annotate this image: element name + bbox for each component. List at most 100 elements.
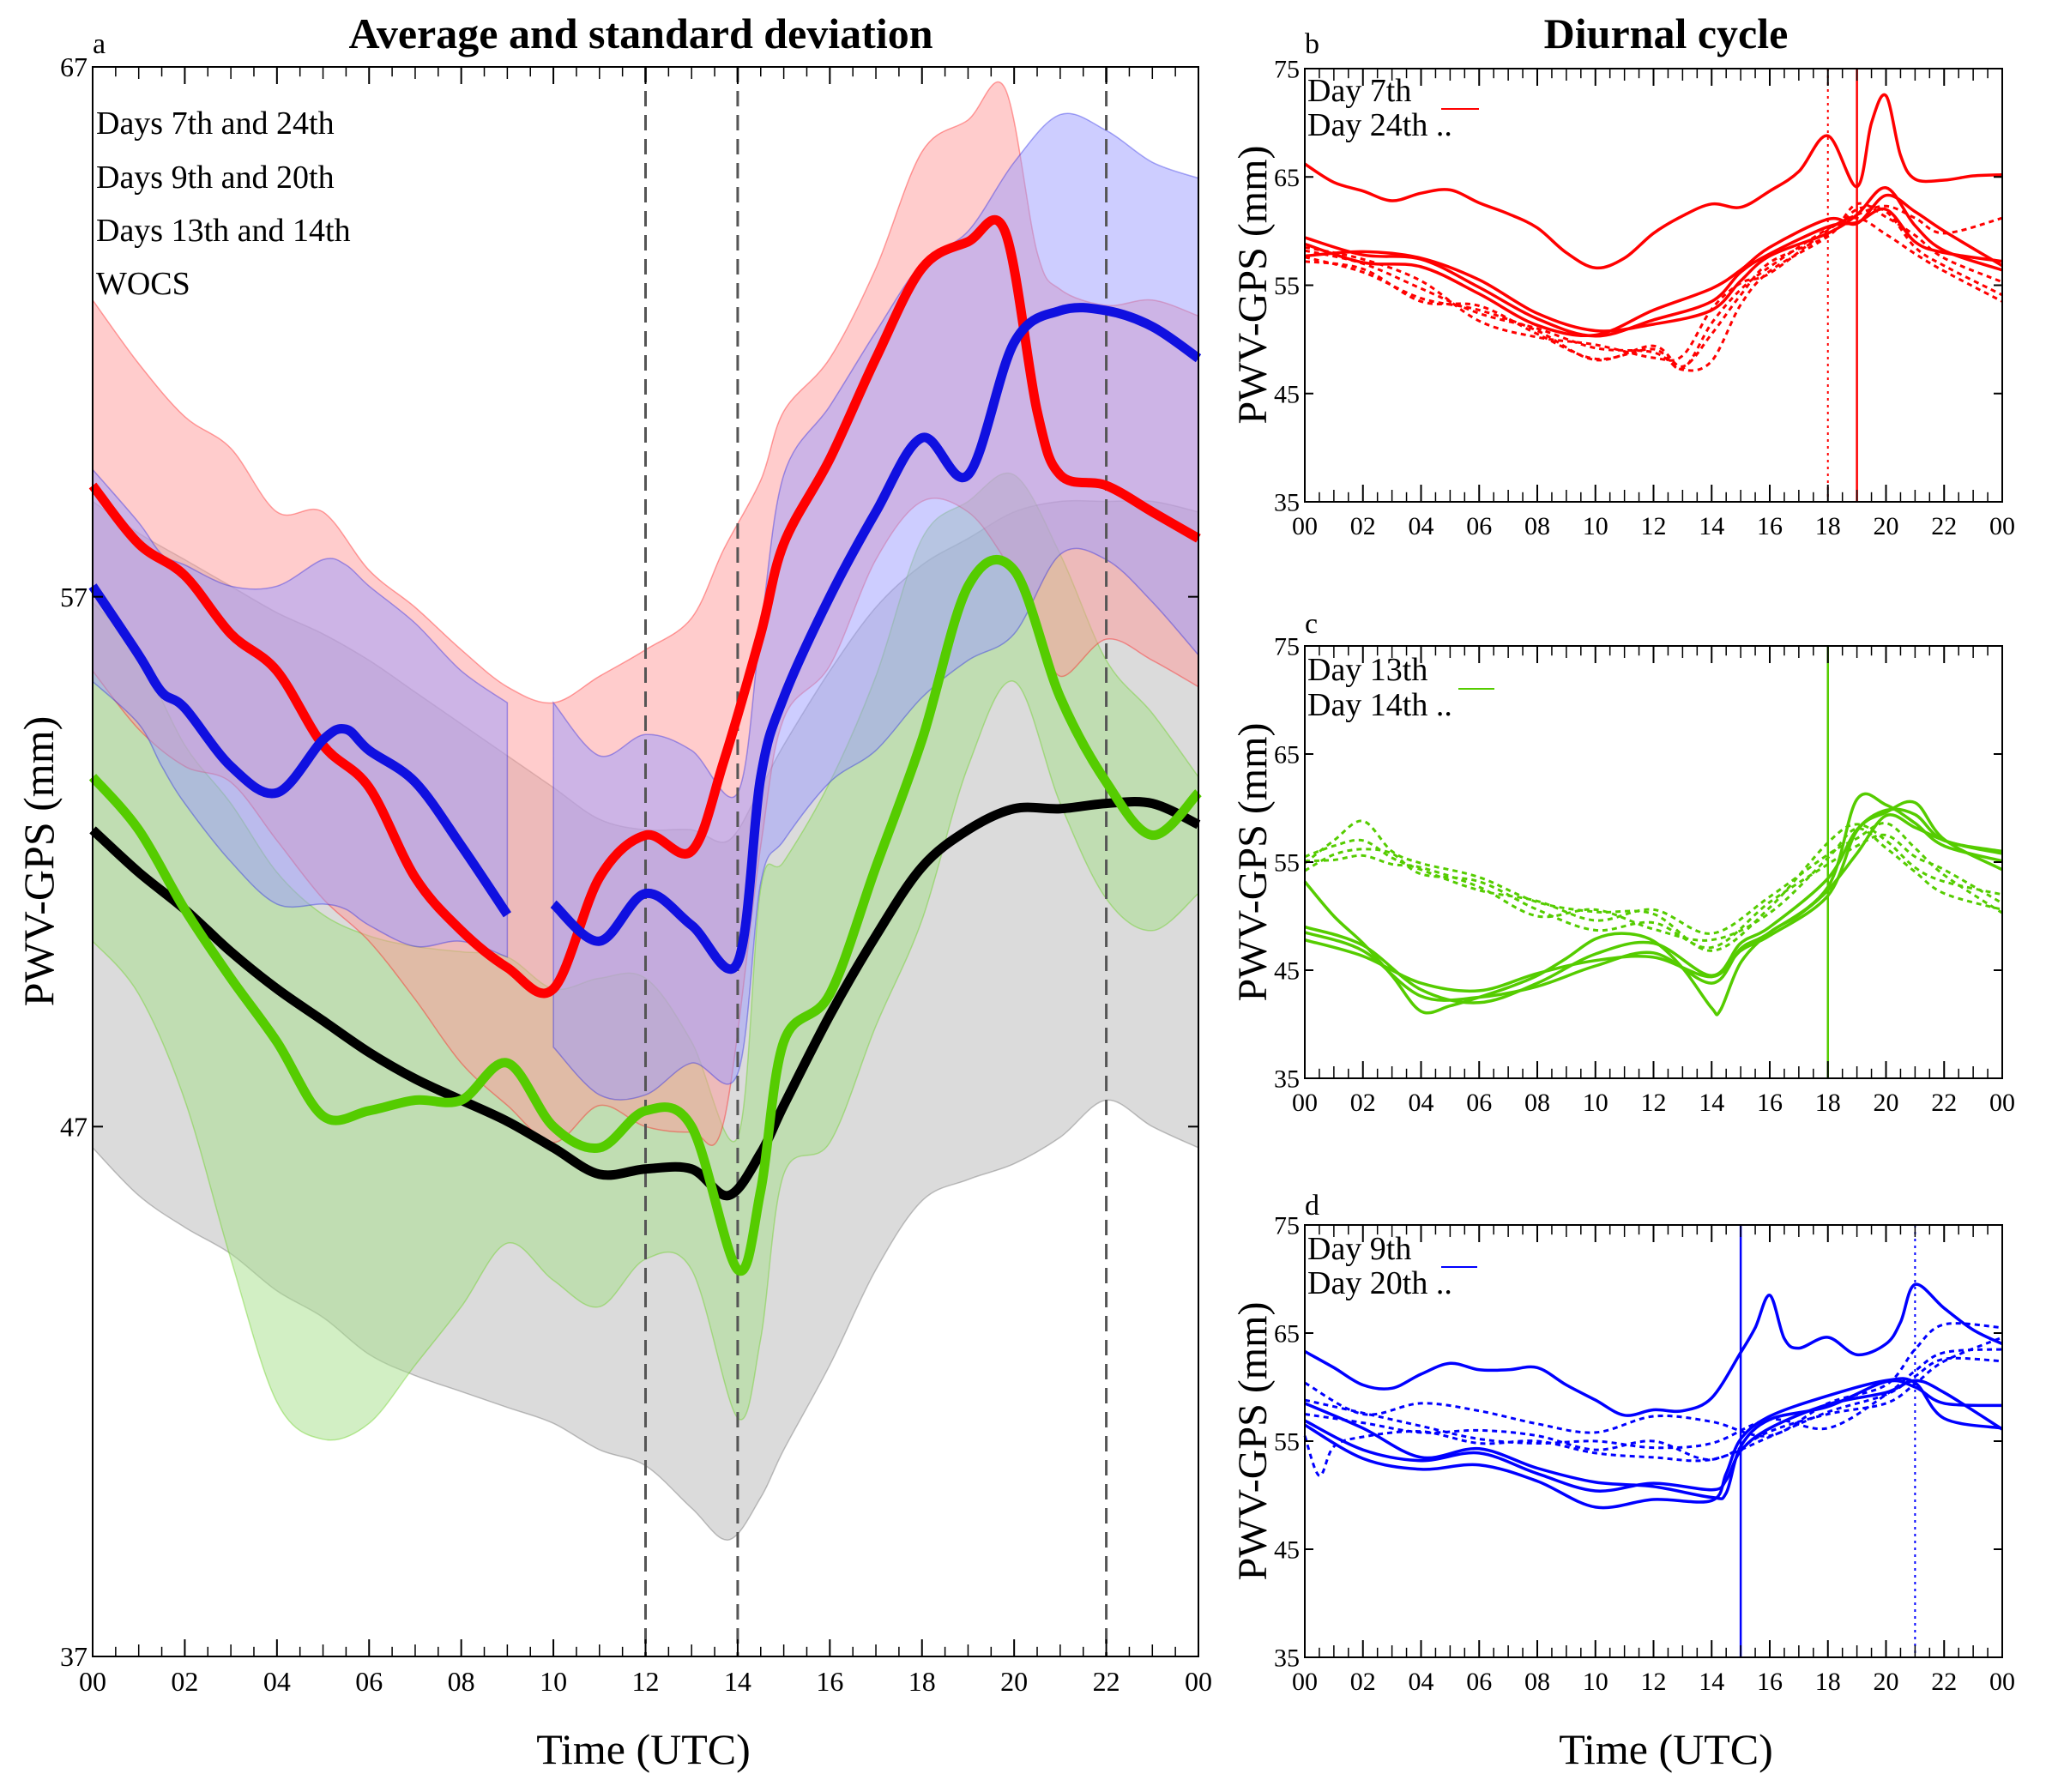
series-line-solid-1 xyxy=(1304,807,2003,1005)
x-tick-label: 20 xyxy=(1000,1666,1028,1697)
x-tick-label: 08 xyxy=(1524,1668,1550,1696)
x-tick-label: 20 xyxy=(1874,1089,1899,1117)
y-tick-label: 45 xyxy=(1274,1536,1300,1565)
series-line-solid-3 xyxy=(1304,193,2003,338)
panel-d-ylabel: PWV-GPS (mm) xyxy=(1230,1302,1276,1581)
y-tick-label: 75 xyxy=(1274,1212,1300,1240)
panel-b-letter: b xyxy=(1305,28,1319,60)
x-tick-label: 18 xyxy=(1815,1089,1841,1117)
legend-item-day-9: Day 9th xyxy=(1307,1231,1411,1267)
panel-a-legend: Days 7th and 24th Days 9th and 20th Days… xyxy=(96,106,351,302)
y-tick-label: 37 xyxy=(60,1641,88,1672)
series-line-dotted-5 xyxy=(1304,822,2003,935)
x-tick-label: 12 xyxy=(1641,512,1667,540)
series-line-solid-2 xyxy=(1304,1377,2003,1510)
panel-c-ylabel: PWV-GPS (mm) xyxy=(1230,723,1276,1002)
x-tick-label: 06 xyxy=(1466,1089,1492,1117)
y-tick-label: 75 xyxy=(1274,56,1300,84)
y-tick-label: 67 xyxy=(60,51,88,82)
x-tick-label: 00 xyxy=(1292,512,1318,540)
x-tick-label: 18 xyxy=(908,1666,936,1697)
panel-b-ylabel: PWV-GPS (mm) xyxy=(1230,146,1276,425)
x-tick-label: 02 xyxy=(1350,1089,1376,1117)
x-tick-label: 02 xyxy=(1350,1668,1376,1696)
x-tick-label: 04 xyxy=(1409,512,1434,540)
x-tick-label: 06 xyxy=(1466,512,1492,540)
x-tick-label: 04 xyxy=(1409,1668,1434,1696)
y-tick-label: 65 xyxy=(1274,741,1300,769)
legend-item-days-13-14: Days 13th and 14th xyxy=(96,213,351,249)
panel-a-lines xyxy=(88,214,1202,1276)
mean-line-days-7-24 xyxy=(88,214,1201,999)
legend-item-day-13: Day 13th xyxy=(1307,652,1427,688)
series-line-dotted-7 xyxy=(1303,1356,2003,1477)
legend-item-day-24: Day 24th .. xyxy=(1307,107,1452,143)
series-line-dotted-7 xyxy=(1304,216,2003,371)
series-line-dotted-7 xyxy=(1304,827,2003,942)
panel-c-lines xyxy=(1303,792,2003,1017)
legend-item-days-7-24: Days 7th and 24th xyxy=(96,106,335,142)
mean-line-days-9-20 xyxy=(88,583,511,918)
legend-item-day-7: Day 7th xyxy=(1307,73,1411,109)
x-tick-label: 16 xyxy=(816,1666,843,1697)
x-tick-label: 20 xyxy=(1874,512,1899,540)
x-tick-label: 02 xyxy=(1350,512,1376,540)
panel-a-title: Average and standard deviation xyxy=(348,9,932,57)
x-tick-label: 16 xyxy=(1757,1668,1783,1696)
x-tick-label: 10 xyxy=(1583,1668,1608,1696)
panel-c-legend: Day 13th Day 14th .. xyxy=(1307,652,1494,723)
x-tick-label: 00 xyxy=(1989,512,2015,540)
y-tick-label: 65 xyxy=(1274,1320,1300,1349)
panel-d-legend: Day 9th Day 20th .. xyxy=(1307,1231,1477,1301)
mean-line-wocs xyxy=(89,796,1201,1201)
x-tick-label: 22 xyxy=(1093,1666,1120,1697)
x-tick-label: 00 xyxy=(79,1666,106,1697)
x-tick-label: 06 xyxy=(1466,1668,1492,1696)
panel-d-lines xyxy=(1303,1282,2003,1510)
y-tick-label: 47 xyxy=(60,1112,88,1143)
y-tick-label: 57 xyxy=(60,582,88,612)
x-tick-label: 08 xyxy=(1524,1089,1550,1117)
panel-b-vlines xyxy=(1826,69,1858,502)
x-tick-label: 18 xyxy=(1815,1668,1841,1696)
x-tick-label: 00 xyxy=(1989,1089,2015,1117)
x-tick-label: 08 xyxy=(1524,512,1550,540)
x-tick-label: 00 xyxy=(1292,1668,1318,1696)
x-tick-label: 14 xyxy=(1699,1668,1724,1696)
y-tick-label: 65 xyxy=(1274,164,1300,192)
x-tick-label: 10 xyxy=(1583,512,1608,540)
x-tick-label: 14 xyxy=(1699,512,1724,540)
series-line-dotted-6 xyxy=(1304,833,2003,950)
y-tick-label: 55 xyxy=(1274,272,1300,300)
series-line-solid-2 xyxy=(1304,792,2003,1002)
x-tick-label: 10 xyxy=(1583,1089,1608,1117)
x-tick-label: 22 xyxy=(1931,512,1957,540)
x-tick-label: 00 xyxy=(1292,1089,1318,1117)
series-line-dotted-4 xyxy=(1304,819,2003,952)
legend-item-wocs: WOCS xyxy=(96,266,190,302)
x-tick-label: 08 xyxy=(448,1666,475,1697)
y-tick-label: 55 xyxy=(1274,1428,1300,1457)
series-line-dotted-6 xyxy=(1304,204,2003,362)
mean-line-days-13-14 xyxy=(88,555,1202,1276)
series-line-dotted-5 xyxy=(1304,1348,2003,1450)
series-line-dotted-4 xyxy=(1304,205,2003,372)
series-line-solid-0 xyxy=(1304,1282,2003,1417)
panel-d-letter: d xyxy=(1305,1190,1319,1222)
panel-b-legend: Day 7th Day 24th .. xyxy=(1307,73,1479,143)
series-line-solid-3 xyxy=(1304,1379,2003,1493)
y-tick-label: 35 xyxy=(1274,1065,1300,1094)
x-tick-label: 04 xyxy=(263,1666,291,1697)
series-line-solid-1 xyxy=(1304,207,2003,338)
panel-a-xlabel: Time (UTC) xyxy=(536,1725,751,1773)
x-tick-label: 16 xyxy=(1757,512,1783,540)
x-tick-label: 00 xyxy=(1989,1668,2015,1696)
x-tick-label: 20 xyxy=(1874,1668,1899,1696)
legend-item-day-14: Day 14th .. xyxy=(1307,687,1452,723)
